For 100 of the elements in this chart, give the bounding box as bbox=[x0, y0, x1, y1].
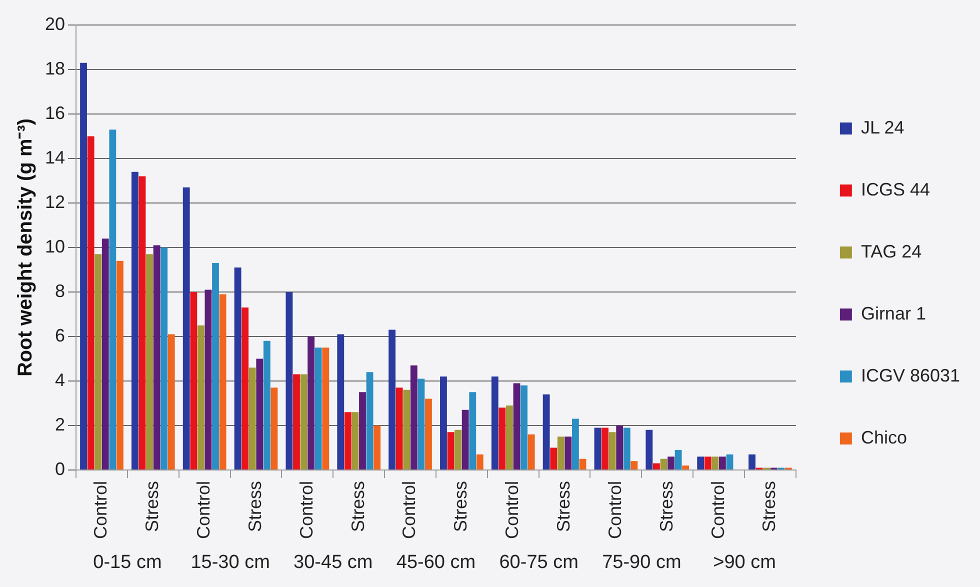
bar bbox=[697, 456, 704, 470]
bar bbox=[182, 187, 190, 470]
legend-label: ICGV 86031 bbox=[860, 365, 960, 386]
bar bbox=[234, 268, 242, 470]
bar bbox=[469, 392, 476, 470]
x-tick-label: Stress bbox=[554, 480, 574, 532]
bar bbox=[542, 394, 550, 470]
bar bbox=[646, 430, 653, 470]
bar bbox=[476, 454, 484, 470]
y-tick-label: 16 bbox=[44, 102, 66, 123]
bar bbox=[204, 290, 212, 470]
bar bbox=[748, 454, 756, 470]
text: 15-30 cm bbox=[190, 552, 270, 574]
y-tick-label: 20 bbox=[44, 14, 66, 34]
bar bbox=[359, 392, 366, 470]
bar bbox=[87, 136, 94, 470]
bar bbox=[248, 368, 256, 470]
x-tick-label: Control bbox=[296, 480, 316, 540]
bar bbox=[300, 374, 308, 470]
bar bbox=[440, 376, 447, 470]
bar bbox=[410, 365, 418, 470]
y-tick-label: 4 bbox=[55, 370, 66, 390]
bar bbox=[403, 390, 410, 470]
bar bbox=[388, 330, 396, 470]
bar bbox=[528, 434, 535, 470]
bar bbox=[314, 348, 322, 470]
y-tick-label: 6 bbox=[55, 325, 66, 346]
bar bbox=[418, 378, 425, 470]
x-tick-label: Stress bbox=[244, 480, 265, 532]
bar bbox=[425, 398, 432, 470]
text: 45-60 cm bbox=[396, 552, 476, 574]
y-tick-label: 10 bbox=[44, 236, 66, 256]
y-tick-label: 0 bbox=[55, 458, 66, 479]
bar bbox=[608, 432, 616, 470]
bar bbox=[138, 176, 146, 470]
x-tick-label: Stress bbox=[450, 480, 471, 532]
bar bbox=[668, 456, 674, 470]
text: 60-75 cm bbox=[499, 552, 578, 574]
bar bbox=[344, 412, 352, 470]
bar bbox=[712, 456, 719, 470]
bar bbox=[491, 376, 498, 470]
bar bbox=[660, 458, 668, 470]
bar bbox=[550, 448, 558, 470]
x-tick-label: Control bbox=[708, 480, 728, 540]
x-tick-label: Control bbox=[399, 480, 420, 540]
bar bbox=[219, 294, 226, 470]
bar bbox=[718, 456, 726, 470]
bar bbox=[704, 456, 712, 470]
x-tick-label: Stress bbox=[656, 480, 676, 532]
bar bbox=[506, 405, 513, 470]
bar bbox=[520, 385, 528, 470]
bar bbox=[270, 388, 278, 470]
bar bbox=[190, 292, 198, 470]
bar bbox=[168, 334, 175, 470]
bar bbox=[212, 263, 219, 470]
bar bbox=[146, 254, 153, 470]
bar bbox=[263, 340, 270, 470]
bar bbox=[564, 436, 572, 470]
bar bbox=[579, 458, 586, 470]
bar bbox=[160, 247, 168, 470]
bar bbox=[602, 428, 608, 470]
x-tick-label: Control bbox=[90, 480, 111, 540]
legend-label: Chico bbox=[860, 427, 907, 448]
text: 75-90 cm bbox=[602, 552, 682, 574]
text: 30-45 cm bbox=[294, 552, 373, 574]
bar bbox=[109, 130, 116, 470]
bar bbox=[242, 308, 249, 470]
bar bbox=[454, 430, 462, 470]
bar bbox=[616, 425, 624, 470]
bar bbox=[498, 408, 506, 470]
bar bbox=[197, 325, 204, 470]
x-tick-label: Control bbox=[194, 480, 214, 540]
bar bbox=[682, 466, 690, 470]
bar bbox=[630, 461, 638, 470]
y-tick-label: 12 bbox=[44, 192, 66, 212]
text: >90 cm bbox=[713, 552, 776, 574]
legend-label: TAG 24 bbox=[860, 241, 922, 262]
bar bbox=[337, 334, 344, 470]
bar bbox=[94, 254, 102, 470]
bar bbox=[308, 336, 315, 470]
bar bbox=[286, 292, 293, 470]
bar bbox=[131, 172, 138, 470]
bar bbox=[102, 238, 109, 470]
bar bbox=[116, 260, 124, 470]
legend-label: Girnar 1 bbox=[860, 303, 926, 324]
bar bbox=[572, 418, 579, 470]
legend-label: JL 24 bbox=[860, 117, 904, 138]
legend-label: ICGS 44 bbox=[860, 179, 930, 200]
x-tick-label: Stress bbox=[348, 480, 368, 532]
bar bbox=[557, 436, 564, 470]
x-tick-label: Stress bbox=[142, 480, 162, 532]
bar bbox=[652, 463, 660, 470]
x-tick-label: Control bbox=[502, 480, 522, 540]
x-tick-label: Control bbox=[604, 480, 625, 540]
bar bbox=[256, 358, 264, 470]
bar bbox=[80, 62, 87, 470]
bar bbox=[374, 425, 381, 470]
text: 0-15 cm bbox=[93, 552, 162, 574]
bar bbox=[447, 432, 454, 470]
bar bbox=[623, 428, 630, 470]
